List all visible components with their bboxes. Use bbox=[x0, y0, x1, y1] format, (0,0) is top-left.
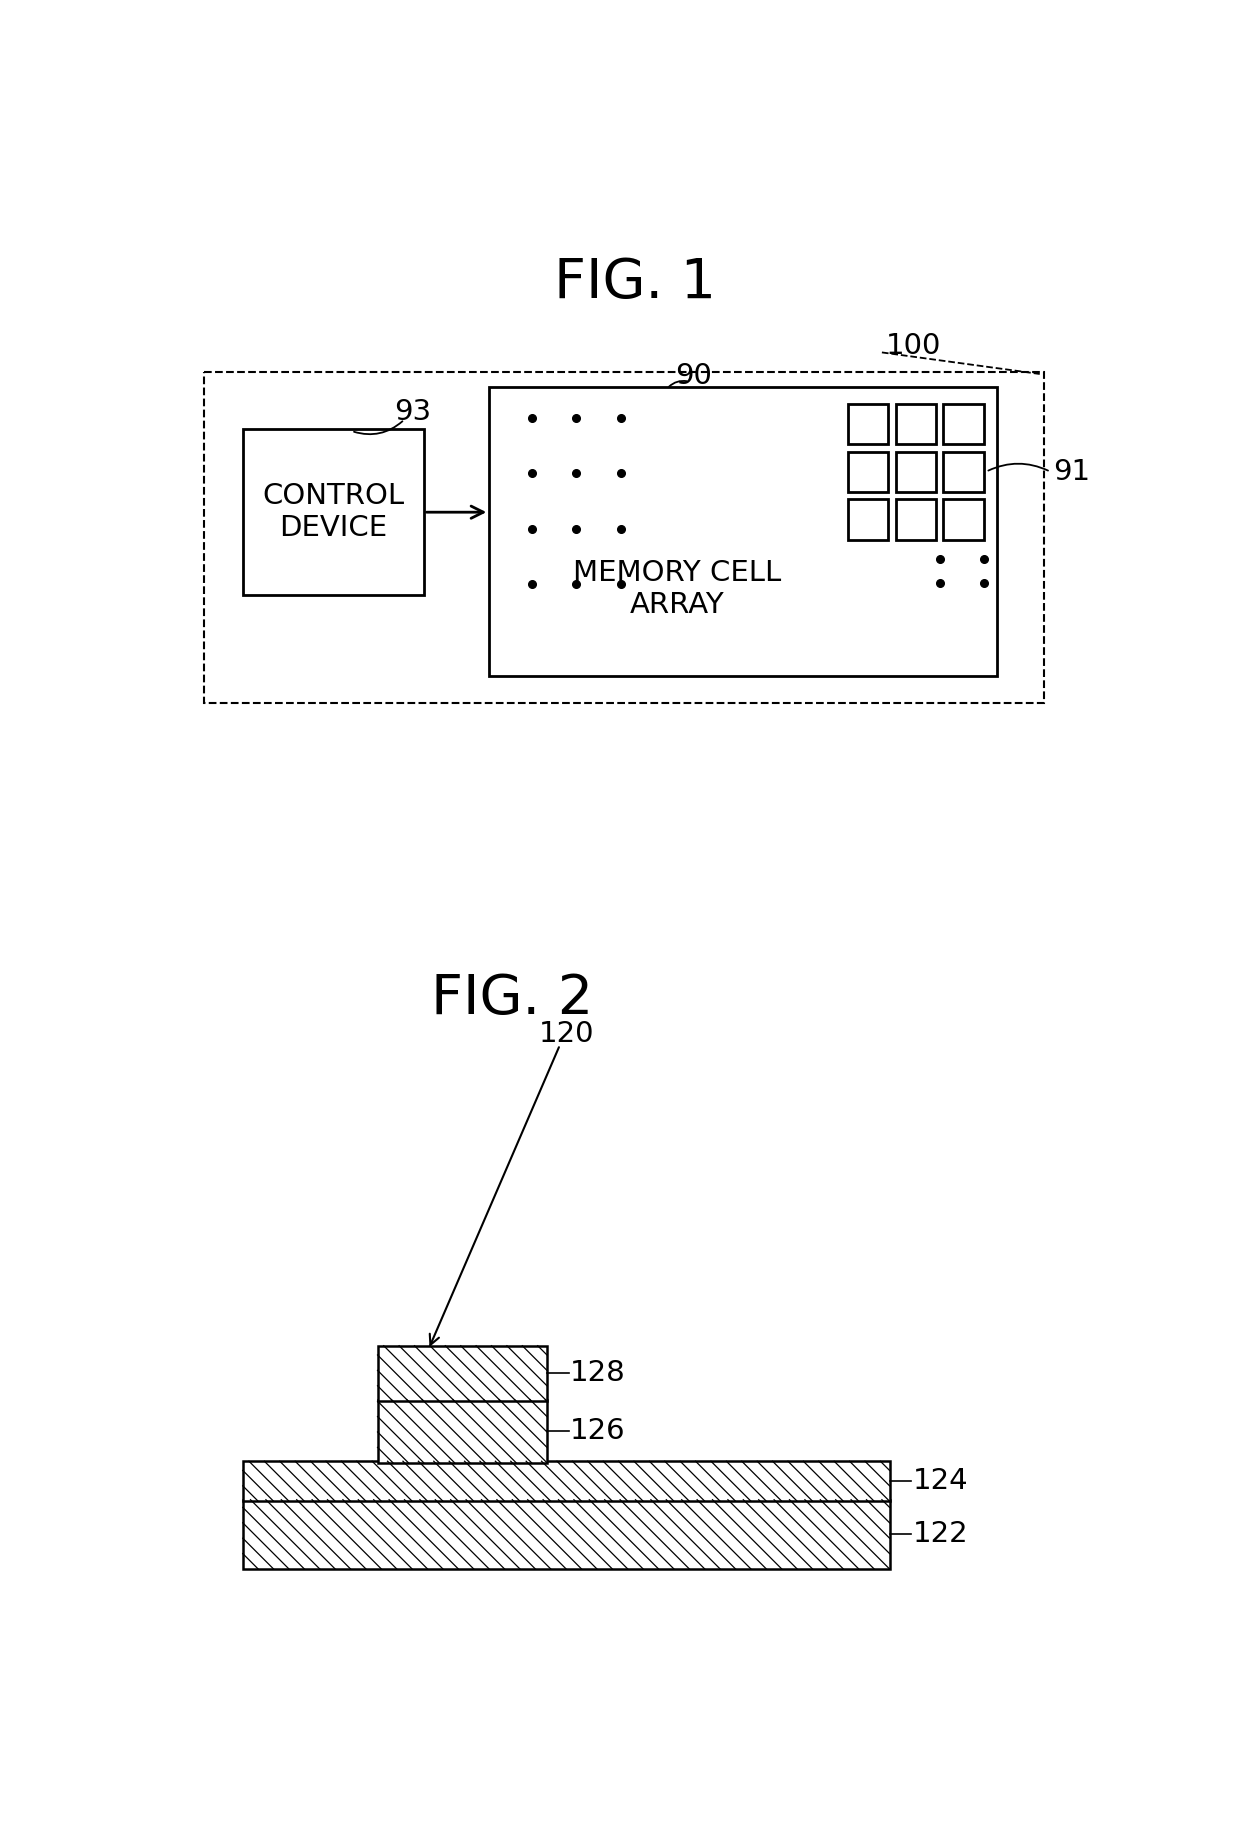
Bar bbox=[848, 500, 888, 539]
Text: CONTROL
DEVICE: CONTROL DEVICE bbox=[262, 482, 404, 543]
Text: FIG. 1: FIG. 1 bbox=[554, 257, 717, 310]
Text: MEMORY CELL
ARRAY: MEMORY CELL ARRAY bbox=[573, 559, 781, 620]
FancyArrowPatch shape bbox=[988, 463, 1048, 471]
Bar bbox=[848, 452, 888, 491]
Text: 120: 120 bbox=[538, 1019, 594, 1049]
Bar bbox=[490, 388, 997, 676]
FancyArrowPatch shape bbox=[670, 380, 687, 386]
Text: 91: 91 bbox=[1053, 458, 1090, 485]
Text: 100: 100 bbox=[885, 332, 941, 360]
Text: 126: 126 bbox=[570, 1418, 626, 1445]
Bar bbox=[243, 1462, 889, 1501]
Bar bbox=[243, 1499, 889, 1569]
Bar bbox=[944, 404, 983, 445]
Text: 128: 128 bbox=[570, 1359, 626, 1388]
Bar bbox=[243, 430, 424, 594]
Bar bbox=[944, 452, 983, 491]
Bar bbox=[377, 1346, 547, 1401]
Bar bbox=[895, 452, 936, 491]
Text: 90: 90 bbox=[675, 362, 712, 390]
Bar bbox=[944, 500, 983, 539]
Bar bbox=[848, 404, 888, 445]
Bar bbox=[377, 1399, 547, 1462]
Text: 124: 124 bbox=[913, 1468, 968, 1495]
Bar bbox=[205, 371, 1044, 703]
Text: FIG. 2: FIG. 2 bbox=[432, 973, 594, 1026]
Bar bbox=[895, 500, 936, 539]
FancyArrowPatch shape bbox=[353, 421, 403, 434]
Bar bbox=[895, 404, 936, 445]
Text: 93: 93 bbox=[393, 399, 430, 426]
Text: 122: 122 bbox=[913, 1521, 968, 1549]
